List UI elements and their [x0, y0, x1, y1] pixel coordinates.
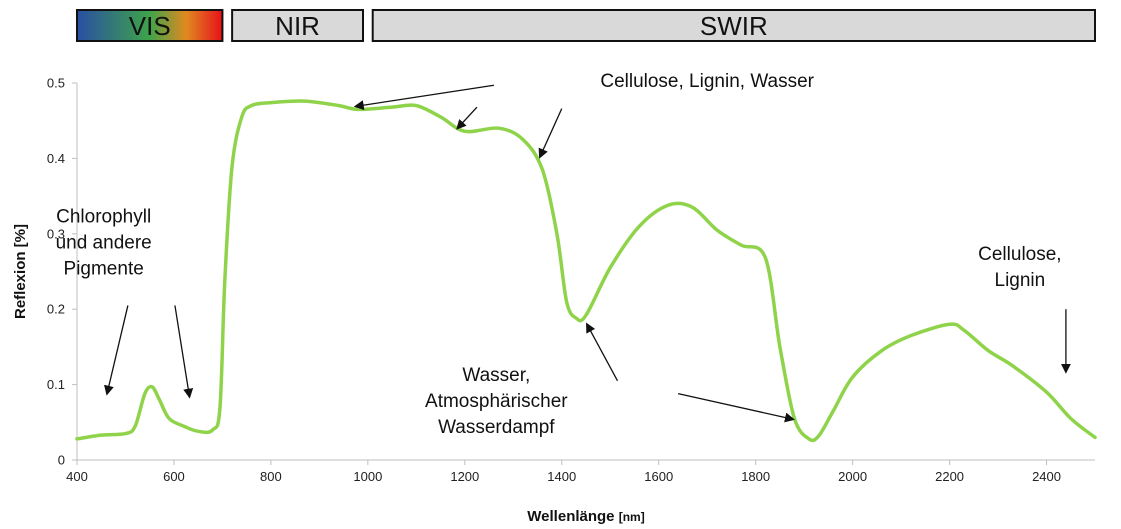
annotation-text-line: Pigmente: [64, 258, 144, 279]
y-tick-label: 0: [58, 453, 65, 468]
spectral-bands: VIS NIR SWIR: [76, 9, 1096, 42]
x-tick-label: 1000: [353, 469, 382, 484]
annotation-text-line: Lignin: [995, 270, 1046, 291]
y-tick-label: 0.2: [47, 302, 65, 317]
x-tick-label: 400: [66, 469, 88, 484]
band-swir-label: SWIR: [700, 11, 768, 41]
x-tick-label: 800: [260, 469, 282, 484]
band-vis-label: VIS: [129, 11, 171, 41]
annotation-arrow: [538, 108, 563, 159]
x-tick-label: 1200: [450, 469, 479, 484]
x-tick-label: 2200: [935, 469, 964, 484]
x-axis-unit: [nm]: [619, 510, 645, 524]
x-axis-title: Wellenlänge [nm]: [527, 508, 644, 525]
x-tick-label: 1600: [644, 469, 673, 484]
x-tick-label: 2400: [1032, 469, 1061, 484]
annotation-text-line: Cellulose, Lignin, Wasser: [600, 71, 814, 92]
annotation-text-line: Wasser,: [462, 365, 530, 386]
annotation-arrow: [174, 305, 194, 399]
annotation-arrow: [586, 322, 619, 382]
band-nir-box: [231, 9, 365, 42]
annotation-text-line: Cellulose,: [978, 244, 1061, 265]
band-vis-box: [76, 9, 224, 42]
axes: 400 600 800 1000 1200 1400 1600 1800 2000 2200 240…: [12, 76, 1095, 525]
x-tick-label: 2000: [838, 469, 867, 484]
annotation-chlorophyll: Chlorophyll und andere Pigmente: [56, 206, 194, 399]
x-tick-label: 600: [163, 469, 185, 484]
annotation-wasser: Wasser, Atmosphärischer Wasserdampf: [425, 322, 795, 438]
y-axis-title: Reflexion [%]: [12, 224, 29, 319]
annotation-text-line: Chlorophyll: [56, 206, 151, 227]
annotation-text-line: Wasserdampf: [438, 417, 555, 438]
annotation-text-line: und andere: [56, 232, 152, 253]
annotations: Cellulose, Lignin, Wasser Chlorophyll und …: [56, 71, 1071, 438]
y-tick-label: 0.5: [47, 76, 65, 91]
annotation-text-line: Atmosphärischer: [425, 391, 568, 412]
x-axis-label: Wellenlänge: [527, 508, 618, 525]
y-tick-label: 0.4: [47, 151, 65, 166]
band-nir-label: NIR: [275, 11, 320, 41]
annotation-arrow: [353, 84, 494, 111]
x-tick-label: 1800: [741, 469, 770, 484]
annotation-arrow: [104, 305, 129, 396]
reflectance-curve: [75, 99, 1097, 443]
annotation-arrow: [456, 106, 478, 130]
band-swir-box: [371, 9, 1096, 42]
annotation-cellulose-lignin: Cellulose, Lignin: [978, 244, 1071, 374]
x-tick-label: 1400: [547, 469, 576, 484]
annotation-cellulose-lignin-wasser: Cellulose, Lignin, Wasser: [353, 71, 815, 159]
annotation-arrow: [677, 393, 795, 423]
y-tick-label: 0.3: [47, 226, 65, 241]
y-tick-label: 0.1: [47, 377, 65, 392]
